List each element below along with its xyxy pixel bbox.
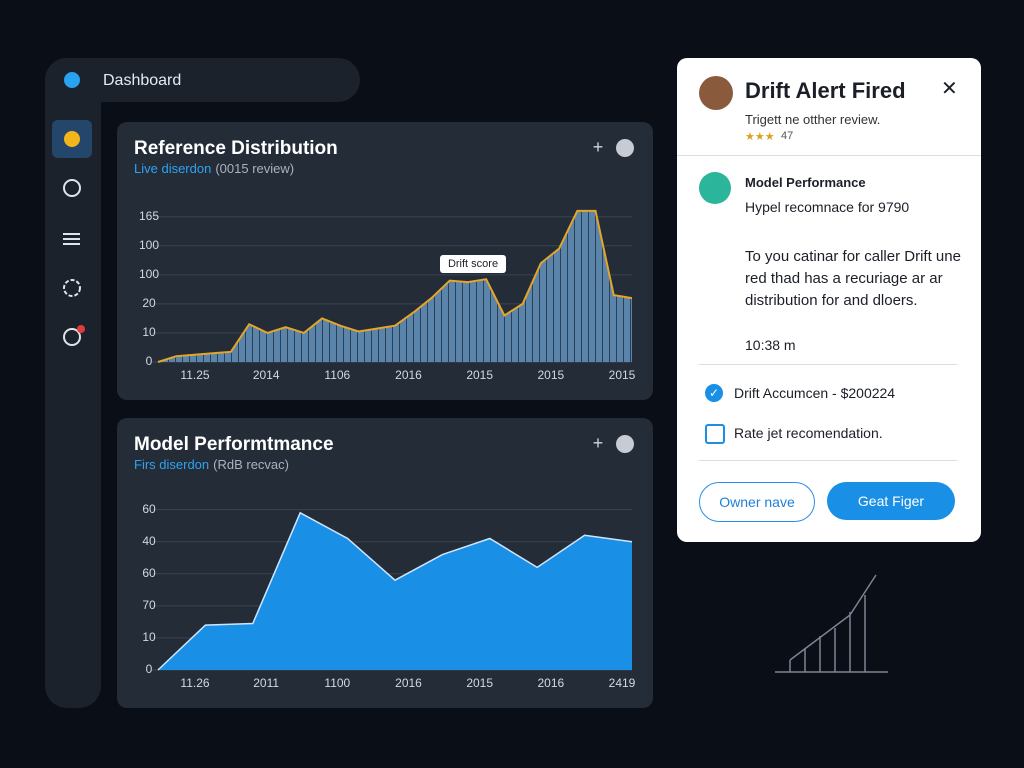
line	[157, 511, 633, 671]
x-tick-label: 2015	[466, 368, 493, 382]
subtitle-text: (RdB recvac)	[213, 457, 289, 472]
add-button[interactable]: +	[593, 137, 604, 157]
y-tick-label: 165	[139, 209, 159, 223]
divider	[699, 364, 957, 365]
x-tick-label: 11.26	[180, 676, 209, 690]
y-tick-label: 0	[146, 662, 153, 676]
nav-icon[interactable]	[63, 328, 81, 346]
checkbox[interactable]: ✓	[705, 384, 723, 402]
rating: 47	[781, 130, 794, 142]
menu-button[interactable]	[616, 139, 634, 157]
alert-card: Drift Alert Fired ✕ Trigett ne otther re…	[677, 58, 981, 542]
x-tick-label: 2014	[253, 368, 280, 382]
area	[158, 512, 632, 670]
chart-subtitle: Firs diserdon (RdB recvac)	[134, 457, 289, 472]
checkbox[interactable]	[705, 424, 725, 444]
nav-icon[interactable]	[63, 279, 81, 297]
x-tick-label: 2015	[609, 368, 636, 382]
y-tick-label: 20	[142, 296, 156, 310]
x-tick-label: 2015	[537, 368, 564, 382]
avatar	[699, 172, 731, 204]
chart-title: Reference Distribution	[134, 138, 338, 159]
subtitle-text: (0015 review)	[215, 161, 294, 176]
add-button[interactable]: +	[593, 433, 604, 453]
annotation-box	[440, 255, 506, 273]
checkbox-label: Rate jet recomendation.	[734, 425, 883, 441]
x-tick-label: 2015	[466, 676, 493, 690]
nav-icon[interactable]	[63, 179, 81, 197]
chart-title: Model Performtmance	[134, 434, 334, 455]
nav-icon	[64, 131, 80, 147]
top-bar	[45, 58, 360, 102]
y-tick-label: 0	[146, 354, 153, 368]
secondary-button[interactable]: Owner nave	[699, 482, 815, 522]
y-tick-label: 100	[139, 267, 159, 281]
line	[157, 209, 633, 363]
avatar	[699, 76, 733, 110]
chart-subtitle: Live diserdon (0015 review)	[134, 161, 294, 176]
app-title: Dashboard	[103, 72, 181, 89]
item-text: Hypel recomnace for 9790	[745, 199, 910, 215]
x-tick-label: 2016	[537, 676, 564, 690]
x-tick-label: 2011	[253, 676, 279, 690]
logo	[64, 72, 80, 88]
y-tick-label: 60	[142, 502, 156, 516]
x-tick-label: 2419	[609, 676, 636, 690]
area	[158, 210, 632, 362]
sidebar	[45, 58, 101, 708]
stars: ★★★	[745, 131, 775, 143]
y-tick-label: 70	[142, 598, 156, 612]
divider	[699, 460, 957, 461]
y-tick-label: 40	[142, 534, 156, 548]
alert-title: Drift Alert Fired	[745, 78, 906, 103]
close-button[interactable]: ✕	[941, 78, 958, 100]
y-tick-label: 10	[142, 325, 156, 339]
y-tick-label: 60	[142, 566, 156, 580]
y-tick-label: 10	[142, 630, 156, 644]
x-tick-label: 2016	[395, 676, 422, 690]
x-tick-label: 1100	[324, 676, 350, 690]
x-tick-label: 11.25	[180, 368, 209, 382]
primary-button[interactable]: Geat Figer	[827, 482, 955, 520]
time: 10:38 m	[745, 337, 796, 353]
decoration	[775, 574, 888, 673]
menu-button[interactable]	[616, 435, 634, 453]
badge	[77, 325, 85, 333]
checkbox-label: Drift Accumcen - $200224	[734, 385, 896, 401]
item-title: Model Performance	[745, 175, 866, 190]
subtitle-accent: Firs diserdon	[134, 457, 209, 472]
nav-icon[interactable]	[63, 233, 80, 245]
message: To you catinar for caller Drift une red …	[745, 248, 961, 309]
x-tick-label: 1106	[324, 368, 350, 382]
x-tick-label: 2016	[395, 368, 422, 382]
y-tick-label: 100	[139, 238, 159, 252]
alert-subtitle: Trigett ne otther review.	[745, 112, 881, 127]
subtitle-accent: Live diserdon	[134, 161, 211, 176]
divider	[677, 155, 981, 156]
annotation: Drift score	[448, 258, 498, 270]
